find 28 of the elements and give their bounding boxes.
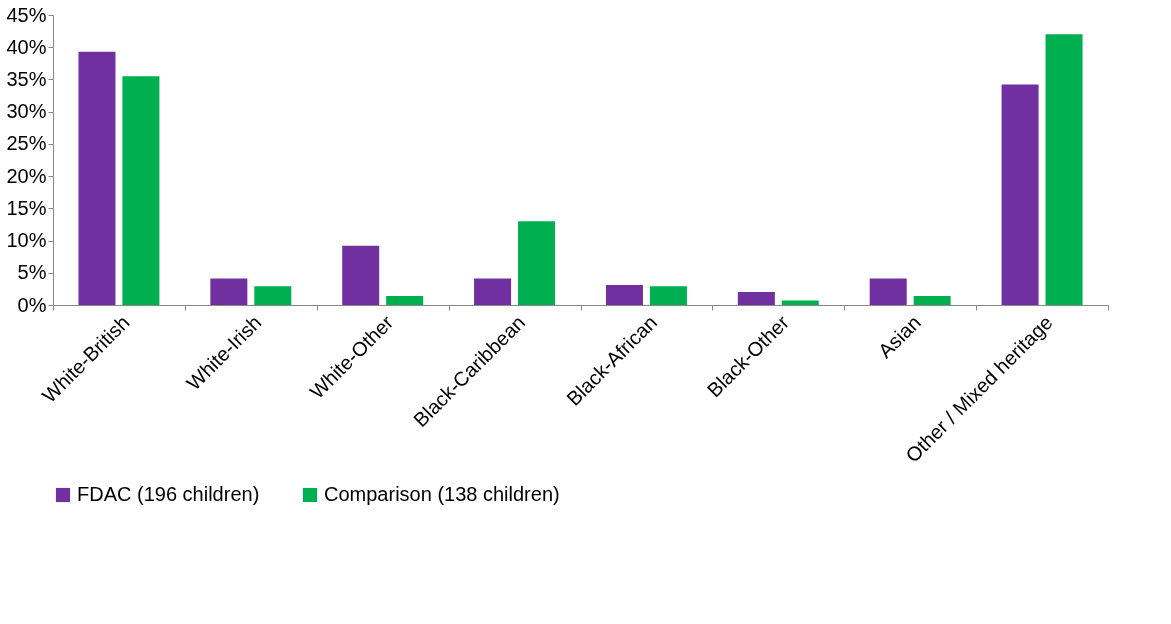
y-tick-label: 10% (6, 229, 47, 252)
bar (518, 221, 556, 305)
bar (254, 286, 292, 305)
bar (474, 278, 512, 305)
y-tick-label: 35% (6, 67, 47, 90)
bar (122, 76, 160, 305)
y-tick-label: 15% (6, 196, 47, 219)
bar (78, 51, 116, 305)
bar (737, 292, 775, 305)
bar (342, 245, 380, 305)
y-tick-label: 40% (6, 35, 47, 58)
bar (869, 278, 907, 305)
y-tick-label: 20% (6, 164, 47, 187)
y-tick-label: 5% (17, 261, 47, 284)
legend-label: FDAC (196 children) (77, 483, 260, 505)
y-tick-label: 25% (6, 132, 47, 155)
bar (1045, 34, 1083, 305)
bar (649, 286, 687, 305)
bar (386, 295, 424, 305)
legend-label: Comparison (138 children) (324, 483, 560, 505)
bar (210, 278, 248, 305)
bar (913, 295, 951, 305)
y-tick-label: 30% (6, 100, 47, 123)
bar (1001, 84, 1039, 305)
y-tick-label: 45% (6, 3, 47, 26)
bar (605, 285, 643, 305)
bar (781, 300, 819, 305)
y-tick-label: 0% (17, 293, 47, 316)
